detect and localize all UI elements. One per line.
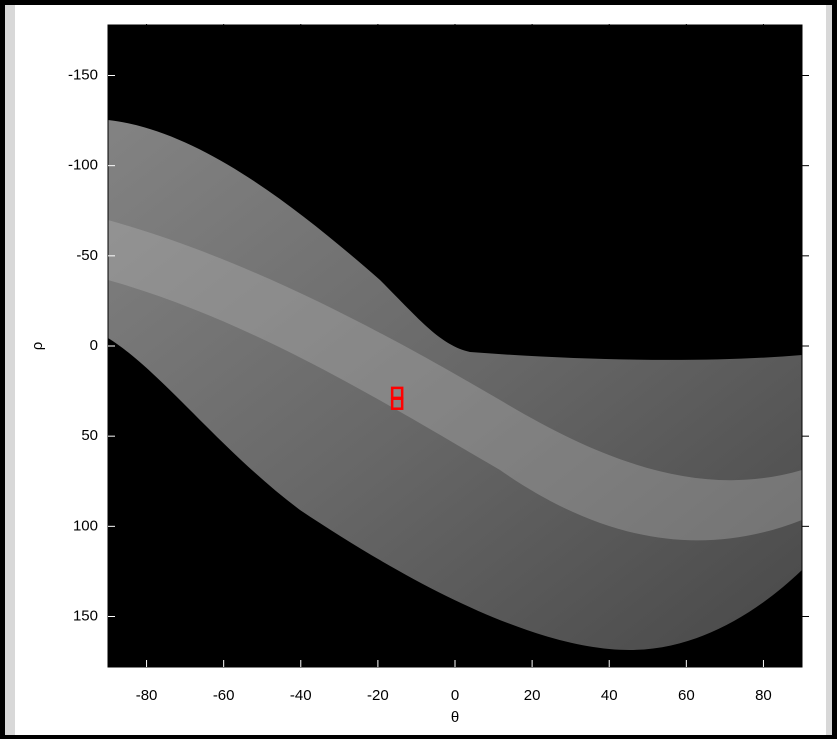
x-tick-label: 20 [524, 687, 541, 704]
hough-band [108, 120, 802, 650]
y-tick-label: 150 [73, 607, 98, 624]
x-tick-label: -80 [136, 687, 158, 704]
y-tick-label: -100 [68, 157, 98, 174]
hough-highlight [108, 220, 802, 541]
x-axis-label: θ [451, 709, 459, 726]
y-tick-label: 0 [90, 337, 98, 354]
x-tick-label: -40 [290, 687, 312, 704]
x-tick-label: 80 [755, 687, 772, 704]
y-tick-label: -50 [76, 247, 98, 264]
x-tick-label: 40 [601, 687, 618, 704]
axes [108, 25, 802, 667]
x-tick-label: -20 [367, 687, 389, 704]
y-tick-label: 50 [81, 427, 98, 444]
y-axis-label: ρ [29, 342, 46, 351]
y-tick-label: -150 [68, 66, 98, 83]
y-tick-label: 100 [73, 517, 98, 534]
x-tick-label: 60 [678, 687, 695, 704]
peak-marker [390, 397, 404, 410]
x-tick-label: -60 [213, 687, 235, 704]
x-tick-label: 0 [451, 687, 459, 704]
